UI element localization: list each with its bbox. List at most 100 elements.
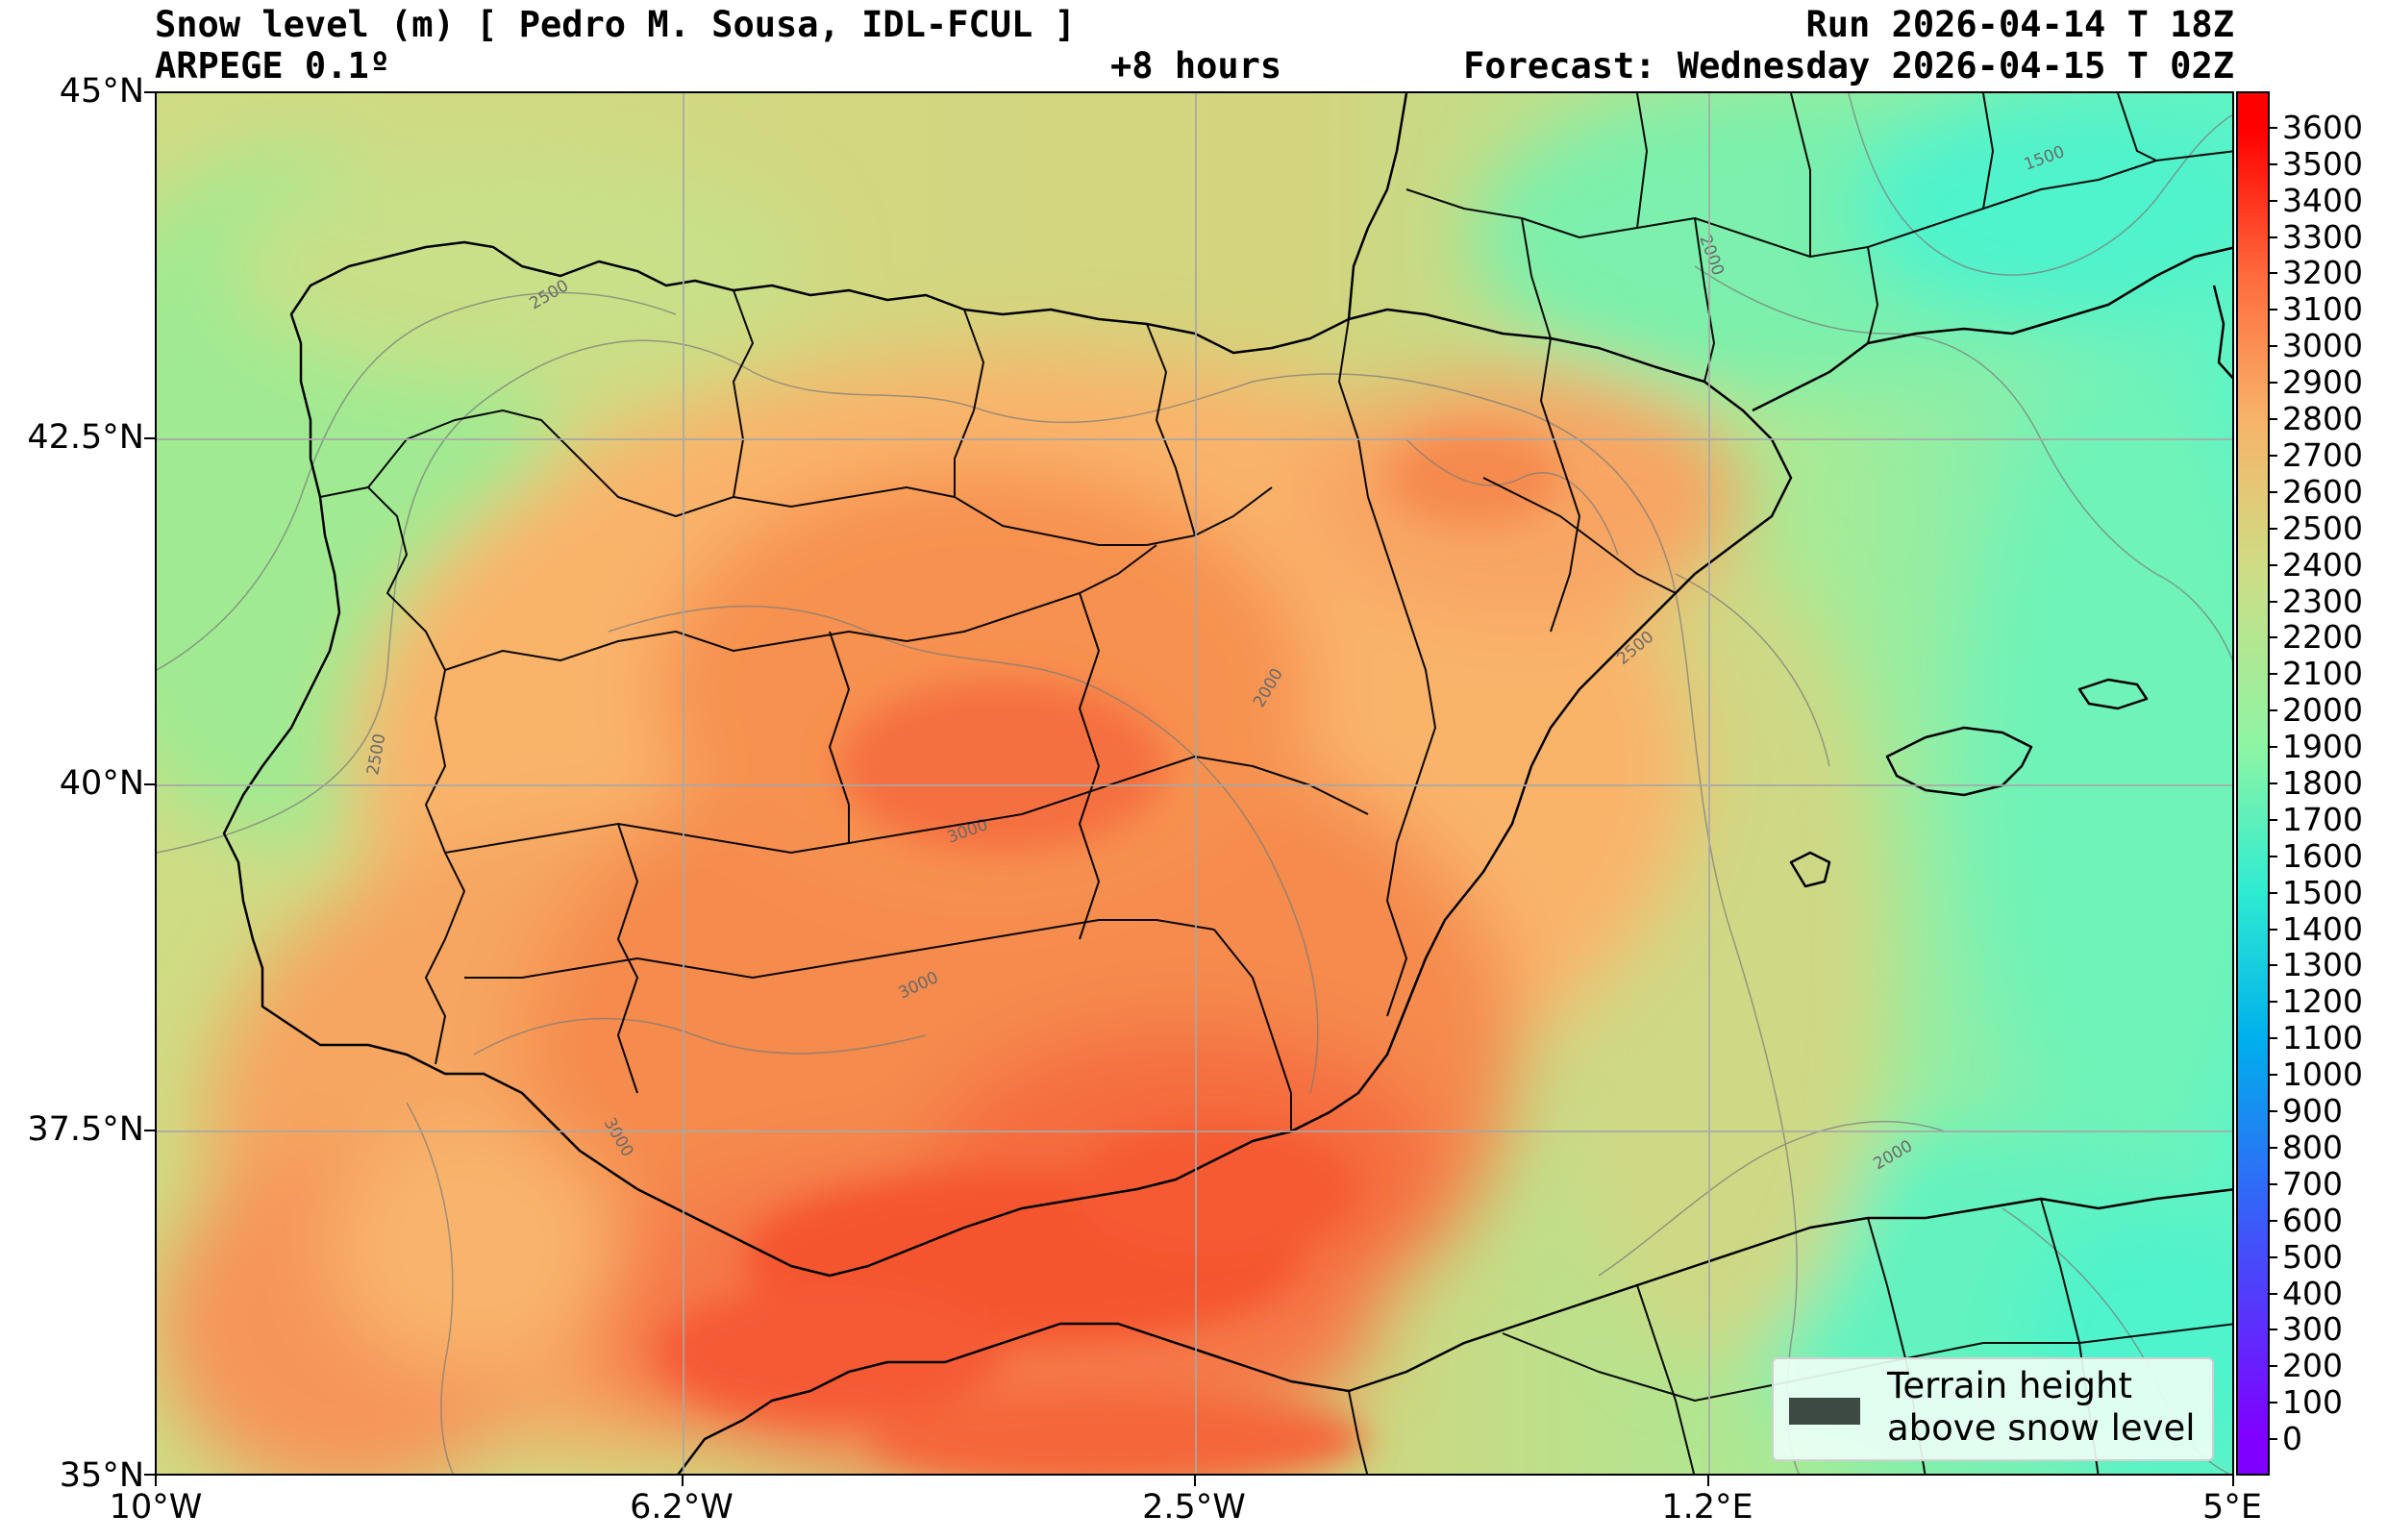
colorbar-tick xyxy=(2268,345,2277,348)
colorbar-tick-label: 1100 xyxy=(2282,1019,2363,1057)
colorbar-tick xyxy=(2268,236,2277,238)
iberia-coastline xyxy=(222,240,1793,1278)
terrain-swatch xyxy=(1789,1398,1860,1425)
coastlines xyxy=(222,93,2232,1474)
colorbar-tick xyxy=(2268,746,2277,749)
colorbar-tick xyxy=(2268,1074,2277,1077)
colorbar-tick xyxy=(2268,1001,2277,1004)
colorbar-tick-label: 2400 xyxy=(2282,545,2363,584)
lon-tick xyxy=(2232,1476,2234,1486)
island-coastline xyxy=(2212,285,2232,380)
colorbar-tick-label: 3000 xyxy=(2282,327,2363,365)
colorbar-tick xyxy=(2268,272,2277,275)
colorbar-tick-label: 1000 xyxy=(2282,1056,2363,1094)
colorbar-tick-label: 2000 xyxy=(2282,691,2363,730)
region-borders xyxy=(319,93,2232,1474)
colorbar-tick-label: 0 xyxy=(2282,1420,2302,1458)
colorbar-tick xyxy=(2268,818,2277,821)
colorbar-tick-label: 3100 xyxy=(2282,290,2363,329)
colorbar-tick-label: 3200 xyxy=(2282,254,2363,292)
colorbar-tick xyxy=(2268,527,2277,530)
snow-level-colorbar xyxy=(2236,91,2270,1476)
france-coastline xyxy=(1347,93,1408,320)
colorbar-tick xyxy=(2268,563,2277,566)
map-title: Snow level (m) [ Pedro M. Sousa, IDL-FCU… xyxy=(155,4,1076,45)
lat-tick xyxy=(144,783,155,785)
colorbar-tick-label: 3600 xyxy=(2282,108,2363,146)
colorbar-tick xyxy=(2268,928,2277,931)
colorbar-tick xyxy=(2268,1182,2277,1185)
colorbar-tick-label: 3400 xyxy=(2282,181,2363,219)
colorbar-tick xyxy=(2268,1146,2277,1149)
lon-label-10w: 10°W xyxy=(109,1488,203,1527)
colorbar-tick-label: 2800 xyxy=(2282,400,2363,438)
lon-tick xyxy=(1194,1476,1196,1486)
colorbar-tick-label: 200 xyxy=(2282,1347,2343,1385)
colorbar-tick xyxy=(2268,1255,2277,1258)
colorbar-tick-label: 1800 xyxy=(2282,764,2363,802)
lat-tick xyxy=(144,1130,155,1131)
colorbar-tick xyxy=(2268,382,2277,385)
colorbar-tick xyxy=(2268,454,2277,457)
colorbar-tick-label: 700 xyxy=(2282,1164,2343,1203)
model-label: ARPEGE 0.1º xyxy=(155,45,391,87)
lat-tick xyxy=(144,1474,155,1476)
france-south-coast xyxy=(1752,246,2232,412)
lat-label-35: 35°N xyxy=(59,1456,144,1495)
lead-time-label: +8 hours xyxy=(1110,45,1282,87)
lon-tick xyxy=(155,1476,157,1486)
colorbar-tick xyxy=(2268,636,2277,639)
colorbar-tick xyxy=(2268,782,2277,784)
menorca-coastline xyxy=(2077,678,2149,710)
lon-tick xyxy=(1707,1476,1709,1486)
colorbar-tick-label: 2100 xyxy=(2282,655,2363,693)
terrain-legend: Terrain height above snow level xyxy=(1772,1357,2214,1461)
colorbar-tick xyxy=(2268,490,2277,493)
colorbar-tick xyxy=(2268,1292,2277,1295)
colorbar-tick xyxy=(2268,673,2277,676)
colorbar-tick-label: 1700 xyxy=(2282,800,2363,838)
colorbar-tick xyxy=(2268,1037,2277,1040)
snow-level-map: 2500 1500 2000 2500 2000 2500 3000 3000 … xyxy=(155,91,2234,1476)
map-canvas: 2500 1500 2000 2500 2000 2500 3000 3000 … xyxy=(157,93,2232,1474)
colorbar-tick-label: 2600 xyxy=(2282,472,2363,510)
colorbar-tick xyxy=(2268,309,2277,311)
colorbar-tick xyxy=(2268,1438,2277,1441)
colorbar-tick xyxy=(2268,418,2277,421)
colorbar-tick-label: 300 xyxy=(2282,1310,2343,1349)
colorbar-tick xyxy=(2268,855,2277,857)
lat-label-42-5: 42.5°N xyxy=(27,418,144,457)
colorbar-tick xyxy=(2268,1329,2277,1331)
colorbar-tick xyxy=(2268,1219,2277,1222)
colorbar-tick xyxy=(2268,891,2277,894)
lon-label-1-2e: 1.2°E xyxy=(1661,1488,1753,1527)
colorbar-tick-label: 900 xyxy=(2282,1092,2343,1130)
colorbar-tick-label: 2500 xyxy=(2282,509,2363,547)
lat-tick xyxy=(144,91,155,93)
colorbar-tick-label: 1300 xyxy=(2282,946,2363,984)
colorbar-tick xyxy=(2268,709,2277,712)
colorbar-tick xyxy=(2268,199,2277,202)
colorbar-tick xyxy=(2268,964,2277,967)
colorbar-tick-label: 2700 xyxy=(2282,435,2363,474)
lat-label-37-5: 37.5°N xyxy=(27,1110,144,1149)
colorbar-tick-label: 600 xyxy=(2282,1201,2343,1239)
lat-label-45: 45°N xyxy=(59,72,144,111)
colorbar-tick-label: 1900 xyxy=(2282,728,2363,766)
run-label: Run 2026-04-14 T 18Z xyxy=(1805,4,2234,45)
colorbar-tick xyxy=(2268,1402,2277,1404)
ibiza-coastline xyxy=(1789,851,1831,888)
colorbar-tick-label: 1400 xyxy=(2282,909,2363,948)
colorbar-tick-label: 1500 xyxy=(2282,873,2363,911)
colorbar-tick xyxy=(2268,126,2277,129)
gridlines xyxy=(157,93,2232,1474)
colorbar-tick-label: 2300 xyxy=(2282,582,2363,620)
colorbar-tick xyxy=(2268,162,2277,165)
africa-coastline xyxy=(677,1188,2232,1474)
lon-label-2-5w: 2.5°W xyxy=(1142,1488,1246,1527)
colorbar-tick-label: 2200 xyxy=(2282,618,2363,657)
colorbar-tick-label: 3500 xyxy=(2282,144,2363,183)
colorbar-tick xyxy=(2268,600,2277,603)
lon-tick xyxy=(682,1476,684,1486)
lat-label-40: 40°N xyxy=(59,764,144,803)
